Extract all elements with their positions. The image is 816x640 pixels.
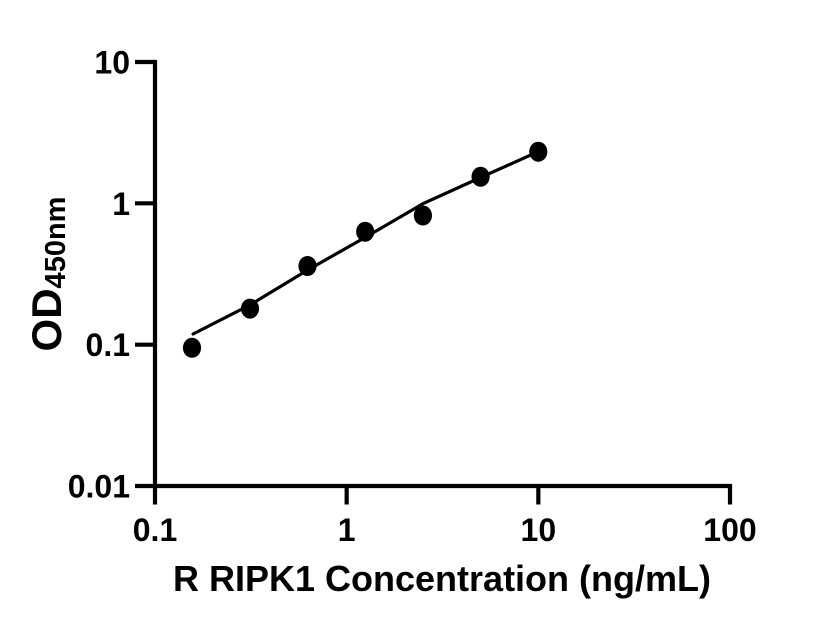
x-axis-title: R RIPK1 Concentration (ng/mL) bbox=[173, 558, 711, 599]
axes bbox=[152, 59, 733, 489]
y-tick-label: 0.01 bbox=[68, 469, 130, 505]
x-tick-label: 0.1 bbox=[133, 512, 177, 548]
y-tick-label: 10 bbox=[94, 45, 130, 81]
y-axis-title-subscript: 450nm bbox=[40, 197, 72, 289]
y-tick-label: 1 bbox=[112, 186, 130, 222]
axis-ticks bbox=[135, 59, 733, 505]
data-point bbox=[240, 298, 260, 319]
x-tick-label: 10 bbox=[521, 512, 557, 548]
data-point bbox=[356, 221, 375, 242]
data-point bbox=[471, 166, 490, 187]
y-tick-label: 0.1 bbox=[86, 327, 130, 363]
plot-area bbox=[182, 141, 548, 358]
x-tick-label: 100 bbox=[703, 512, 756, 548]
x-tick-label: 1 bbox=[338, 512, 356, 548]
y-axis-title: OD450nm bbox=[23, 197, 72, 352]
data-point bbox=[298, 256, 317, 276]
data-point bbox=[529, 141, 548, 162]
data-point bbox=[182, 337, 202, 358]
data-point bbox=[413, 205, 432, 226]
y-axis-title-main: OD bbox=[23, 288, 70, 351]
